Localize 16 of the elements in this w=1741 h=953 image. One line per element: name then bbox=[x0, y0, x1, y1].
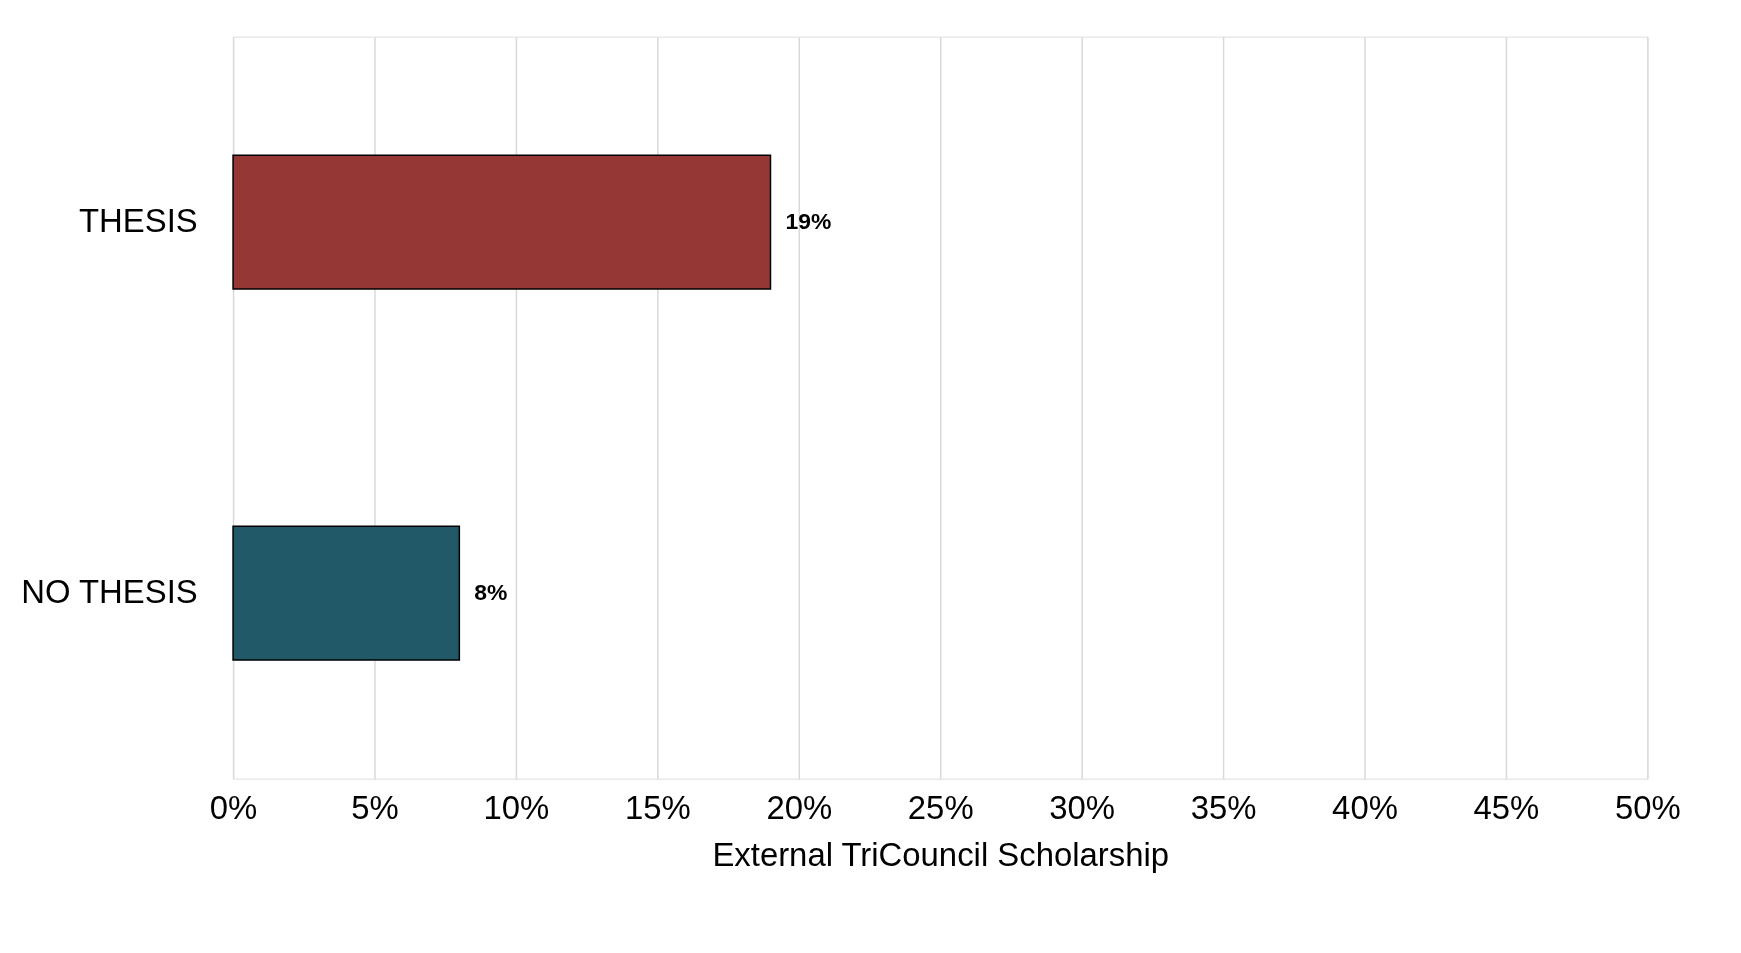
data-label: 8% bbox=[474, 579, 508, 606]
y-tick-label: THESIS bbox=[79, 202, 198, 240]
x-tick-label: 40% bbox=[1332, 788, 1398, 826]
x-tick-label: 5% bbox=[351, 788, 399, 826]
x-tick-label: 10% bbox=[483, 788, 550, 826]
x-tick-label: 30% bbox=[1049, 788, 1116, 826]
x-axis-title: External TriCouncil Scholarship bbox=[712, 835, 1170, 873]
x-tick-label: 45% bbox=[1473, 788, 1540, 826]
y-tick-label: NO THESIS bbox=[21, 573, 198, 611]
x-tick-label: 0% bbox=[209, 788, 258, 826]
x-tick-label: 20% bbox=[766, 788, 833, 826]
x-tick-label: 35% bbox=[1190, 788, 1257, 826]
x-tick-label: 50% bbox=[1614, 788, 1681, 826]
x-tick-label: 15% bbox=[624, 788, 691, 826]
data-label: 19% bbox=[785, 208, 832, 235]
x-tick-label: 25% bbox=[907, 788, 974, 826]
